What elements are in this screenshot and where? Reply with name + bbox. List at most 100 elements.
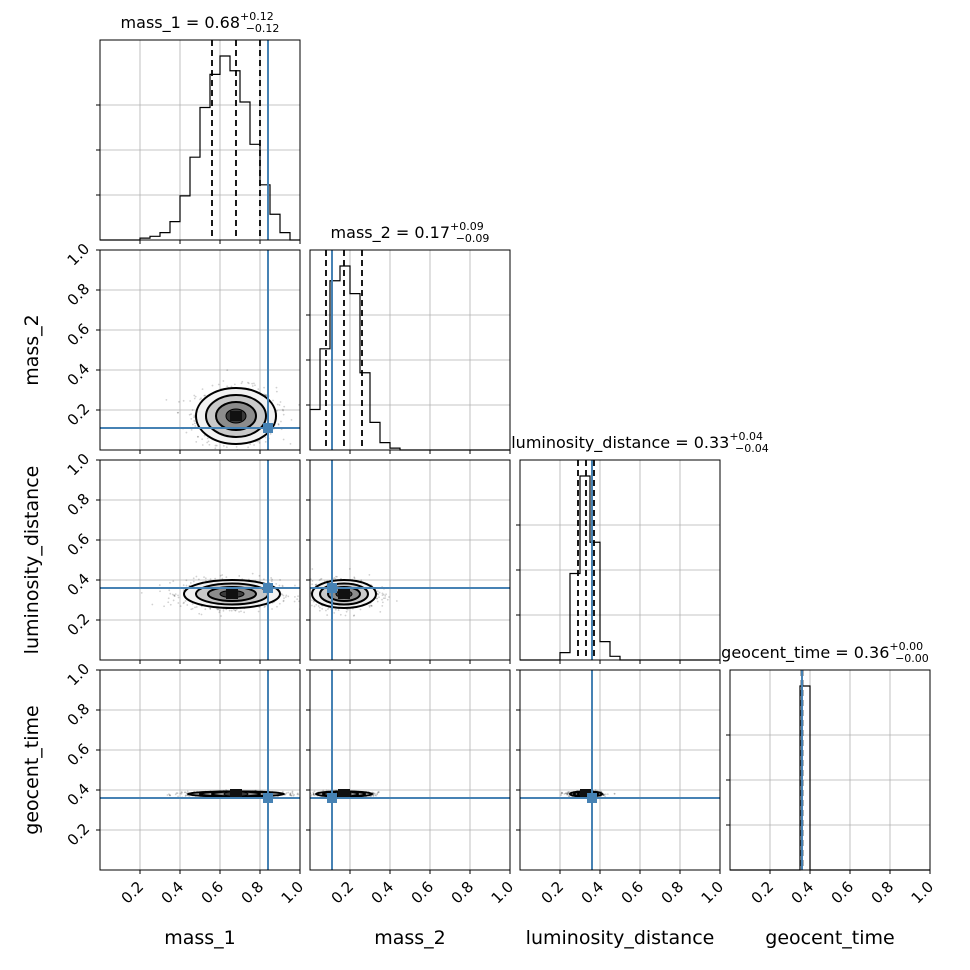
sample-point — [190, 608, 193, 611]
sample-point — [165, 398, 168, 401]
sample-point — [282, 438, 285, 441]
sample-point — [326, 614, 329, 616]
sample-point — [282, 409, 285, 412]
sample-point — [294, 596, 296, 598]
sample-point — [204, 608, 207, 611]
sample-point — [388, 596, 390, 598]
sample-point — [279, 579, 281, 581]
title-median: 0.68 — [204, 13, 240, 32]
title-minus: −0.12 — [246, 22, 280, 35]
sample-point — [373, 792, 376, 795]
sample-point — [184, 791, 187, 794]
y-tick-label: 0.8 — [64, 700, 94, 730]
sample-point — [313, 790, 316, 793]
sample-point — [293, 793, 295, 796]
sample-point — [318, 609, 321, 612]
sample-point — [240, 382, 243, 385]
sample-point — [262, 578, 265, 581]
title-plus: +0.04 — [729, 430, 763, 443]
sample-point — [193, 397, 196, 400]
sample-point — [279, 401, 282, 403]
sample-point — [182, 399, 185, 402]
sample-point — [312, 793, 315, 796]
sample-point — [209, 578, 212, 581]
sample-point — [186, 790, 189, 793]
sample-point — [178, 400, 180, 403]
sample-point — [375, 794, 377, 797]
sample-point — [209, 607, 212, 610]
sample-point — [169, 794, 172, 797]
sample-point — [563, 793, 566, 795]
sample-point — [193, 394, 196, 397]
truth-marker — [263, 793, 273, 803]
sample-point — [278, 584, 281, 587]
sample-point — [218, 609, 221, 612]
sample-point — [185, 584, 188, 587]
sample-point — [296, 793, 299, 796]
density-panel-luminosity_distance-geocent_time: 0.2 0.4 0.6 0.8 1.0 — [516, 669, 727, 907]
sample-point — [287, 791, 290, 794]
sample-point — [177, 602, 180, 604]
sample-point — [214, 444, 217, 447]
sample-point — [314, 584, 317, 586]
y-tick-label: 0.4 — [64, 780, 94, 810]
density-peak — [338, 789, 350, 799]
sample-point — [370, 604, 373, 607]
sample-point — [183, 601, 185, 604]
x-tick-label: 0.8 — [448, 878, 478, 908]
sample-point — [217, 608, 220, 611]
sample-point — [376, 592, 379, 595]
sample-point — [188, 413, 191, 416]
sample-point — [290, 418, 293, 421]
sample-point — [167, 597, 170, 600]
sample-point — [221, 574, 224, 576]
sample-point — [372, 792, 375, 795]
title-median: 0.36 — [854, 643, 890, 662]
histogram-step — [520, 475, 720, 661]
sample-point — [224, 471, 226, 473]
sample-point — [265, 394, 268, 396]
sample-point — [561, 792, 563, 794]
sample-point — [179, 605, 182, 607]
sample-point — [270, 580, 273, 583]
x-tick-label: 0.8 — [238, 878, 268, 908]
sample-point — [184, 795, 187, 797]
sample-point — [172, 580, 175, 583]
sample-point — [297, 793, 300, 796]
sample-point — [264, 440, 267, 443]
axes-frame — [309, 669, 511, 871]
sample-point — [190, 413, 192, 416]
truth-marker — [327, 583, 337, 593]
sample-point — [194, 425, 197, 427]
sample-point — [208, 443, 211, 446]
sample-point — [376, 590, 379, 593]
panel-title-mass_2: mass_2 = 0.17+0.09 −0.09 — [331, 220, 490, 245]
title-prefix: mass_2 = — [331, 223, 415, 243]
x-tick-label: 1.0 — [488, 878, 518, 908]
sample-point — [336, 575, 338, 578]
sample-point — [174, 793, 177, 796]
sample-point — [221, 577, 224, 580]
sample-point — [233, 383, 236, 386]
sample-point — [304, 582, 306, 584]
sample-point — [348, 568, 351, 570]
sample-point — [280, 420, 282, 423]
sample-point — [226, 385, 229, 388]
sample-point — [289, 793, 292, 796]
sample-point — [168, 589, 171, 592]
sample-point — [284, 793, 287, 795]
sample-point — [314, 583, 317, 586]
sample-point — [347, 608, 349, 611]
sample-point — [190, 428, 193, 431]
y-tick-label: 0.2 — [64, 400, 94, 430]
sample-point — [173, 595, 176, 597]
sample-point — [304, 591, 306, 593]
sample-point — [291, 791, 294, 794]
sample-point — [191, 423, 194, 426]
sample-point — [276, 605, 278, 608]
sample-point — [325, 609, 327, 612]
sample-point — [235, 445, 238, 448]
sample-point — [376, 791, 379, 794]
sample-point — [372, 794, 375, 797]
sample-point — [277, 423, 280, 425]
